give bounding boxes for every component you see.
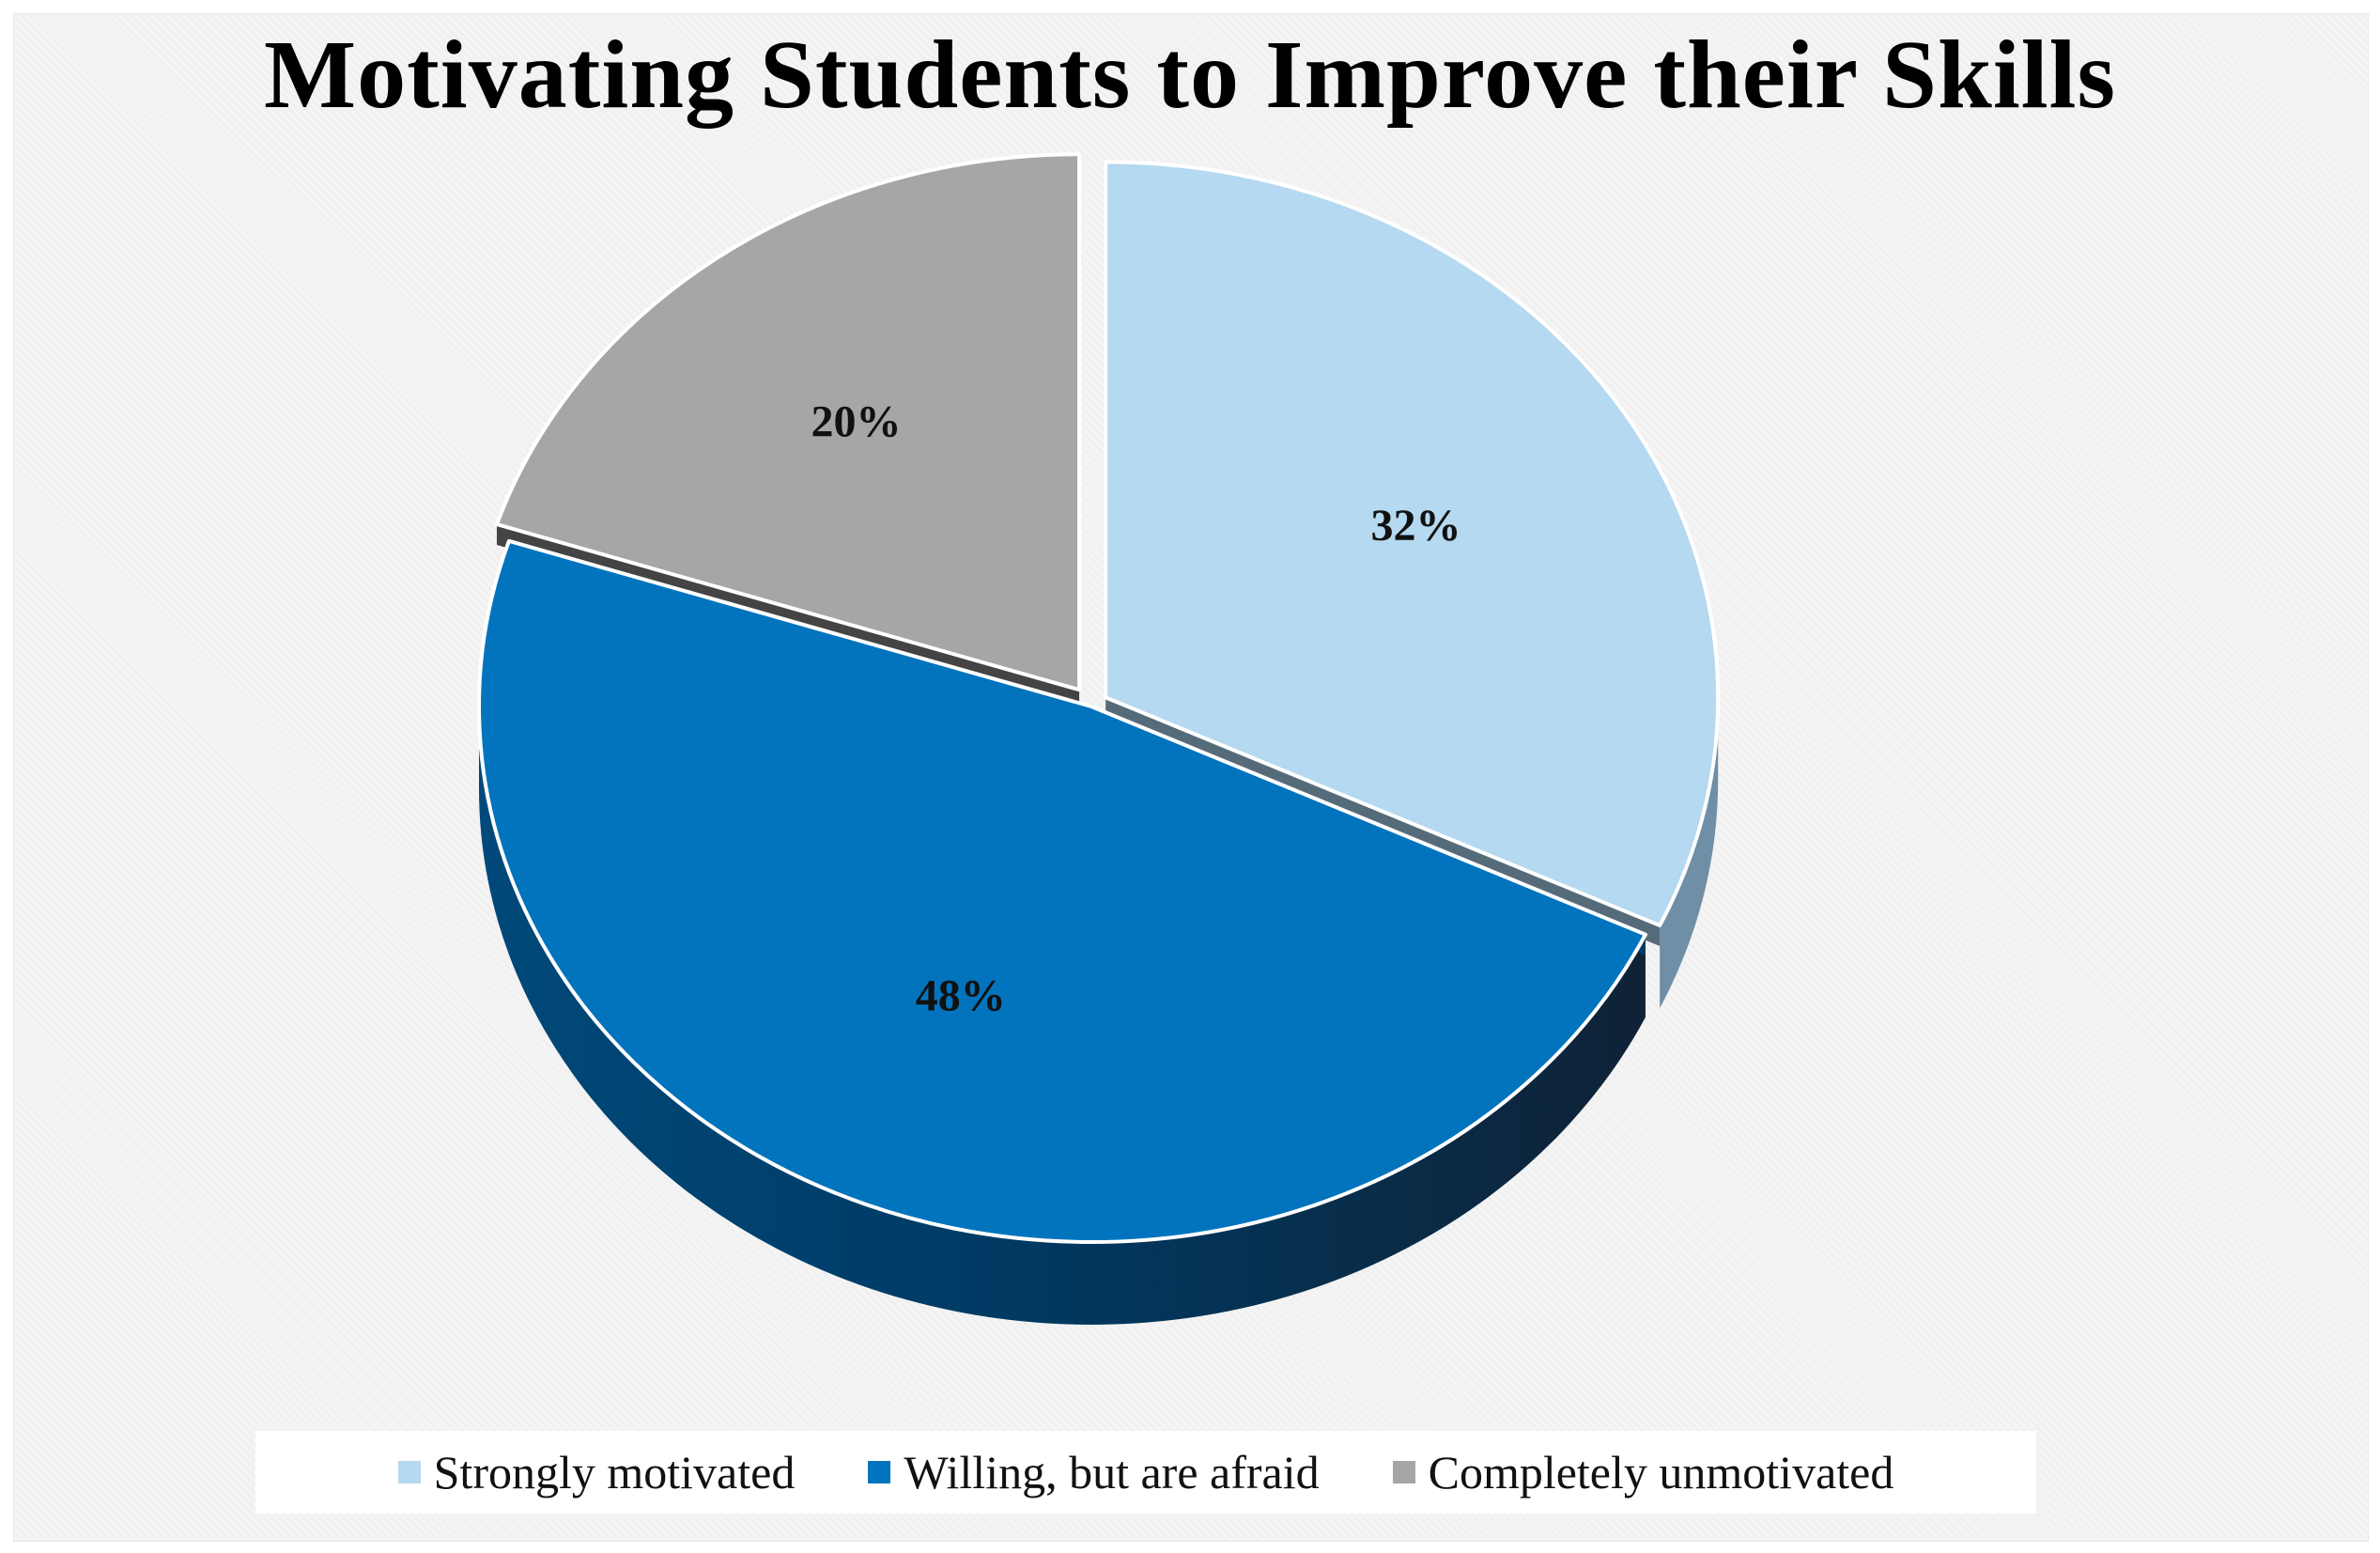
pie-slice-side	[479, 707, 1646, 1326]
pie-slice	[494, 152, 1082, 692]
legend-label-completely-unmotivated: Completely unmotivated	[1428, 1446, 1894, 1499]
legend-item-strongly-motivated: Strongly motivated	[397, 1445, 796, 1499]
legend-item-completely-unmotivated: Completely unmotivated	[1392, 1445, 1894, 1499]
pie-slice-label: 48%	[916, 971, 1006, 1020]
pie-slice	[1104, 160, 1721, 928]
legend-swatch-strongly-motivated	[397, 1461, 421, 1483]
legend-label-willing-but-afraid: Willing, but are afraid	[904, 1446, 1320, 1499]
pie-slice	[477, 538, 1647, 1245]
pie-slice-label: 20%	[811, 396, 901, 446]
chart-title: Motivating Students to Improve their Ski…	[264, 21, 2116, 129]
legend-label-strongly-motivated: Strongly motivated	[433, 1446, 796, 1499]
pie-slice-label: 32%	[1370, 501, 1460, 551]
legend-item-willing-but-afraid: Willing, but are afraid	[868, 1445, 1320, 1499]
pie-slice-side	[1660, 697, 1719, 1009]
chart-legend: Strongly motivated Willing, but are afra…	[255, 1431, 2036, 1514]
legend-swatch-willing-but-afraid	[868, 1461, 891, 1483]
legend-swatch-completely-unmotivated	[1392, 1461, 1415, 1483]
